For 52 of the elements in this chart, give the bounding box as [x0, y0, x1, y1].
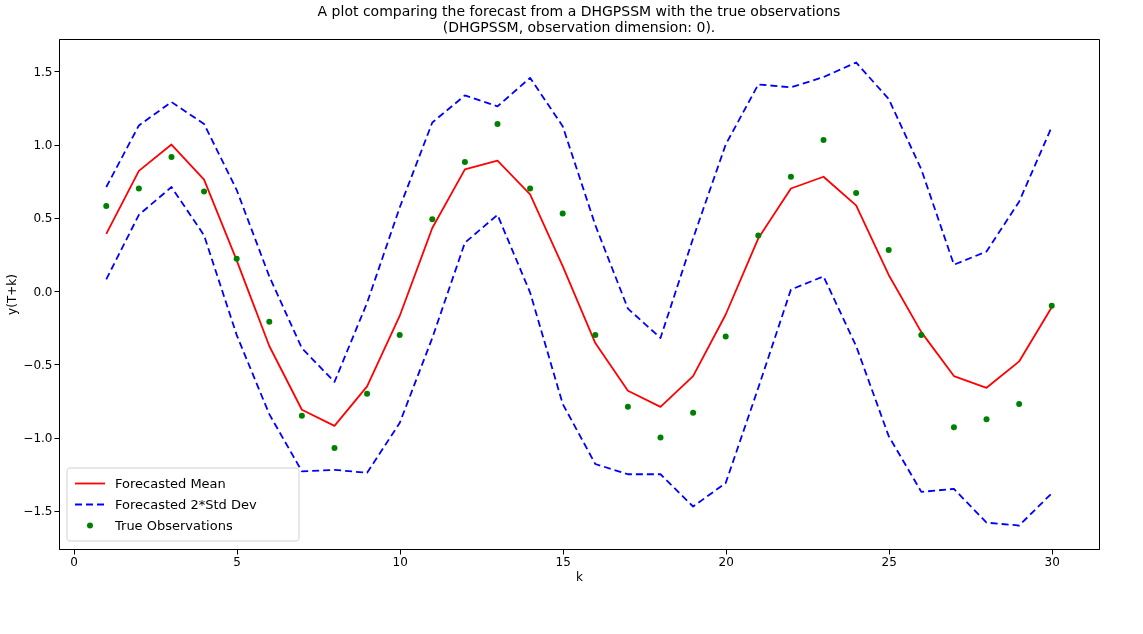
- point: [690, 409, 697, 416]
- point: [103, 203, 110, 210]
- point: [396, 332, 403, 339]
- y-tick-label: −0.5: [23, 357, 53, 372]
- point: [1016, 400, 1023, 407]
- point: [755, 232, 762, 239]
- point: [787, 173, 794, 180]
- point: [298, 412, 305, 419]
- point: [1048, 302, 1055, 309]
- y-tick-label: 1.5: [33, 64, 53, 79]
- point: [494, 121, 501, 127]
- x-tick-label: 25: [881, 554, 897, 569]
- point: [624, 403, 631, 410]
- legend-label: Forecasted 2*Std Dev: [115, 496, 257, 512]
- x-tick-label: 30: [1044, 554, 1060, 569]
- point: [657, 434, 664, 441]
- point: [722, 333, 729, 340]
- point: [592, 332, 599, 339]
- point: [885, 247, 892, 254]
- point: [918, 332, 925, 339]
- y-tick-label: 0.5: [33, 211, 53, 226]
- x-tick-label: 5: [233, 554, 241, 569]
- point: [135, 185, 142, 192]
- point: [364, 390, 371, 397]
- point: [331, 444, 338, 451]
- y-tick-label: 1.0: [33, 138, 53, 153]
- legend-label: True Observations: [114, 517, 233, 533]
- point: [820, 137, 827, 144]
- y-axis-title: y(T+k): [5, 274, 20, 315]
- x-axis-title: k: [576, 569, 584, 584]
- point: [950, 424, 957, 431]
- chart-title: A plot comparing the forecast from a DHGPSSM with the true observations (DHGPSSM, observation dimension: 0).: [317, 3, 841, 35]
- y-tick-label: 0.0: [33, 284, 53, 299]
- legend-label: Forecasted Mean: [115, 475, 226, 491]
- line-series: [105, 143, 1053, 427]
- x-tick-label: 10: [392, 554, 408, 569]
- point: [559, 210, 566, 217]
- y-tick-label: −1.0: [23, 431, 53, 446]
- y-tick-label: −1.5: [23, 504, 53, 519]
- x-tick-label: 20: [718, 554, 734, 569]
- x-tick-label: 15: [555, 554, 571, 569]
- point: [983, 416, 990, 423]
- point: [853, 189, 860, 196]
- point: [461, 159, 468, 166]
- line-series: [105, 61, 1053, 383]
- x-tick-label: 0: [70, 554, 78, 569]
- point: [527, 185, 534, 192]
- point: [233, 255, 240, 262]
- point: [201, 188, 208, 195]
- point: [429, 216, 436, 223]
- point: [168, 153, 175, 160]
- point: [266, 318, 273, 325]
